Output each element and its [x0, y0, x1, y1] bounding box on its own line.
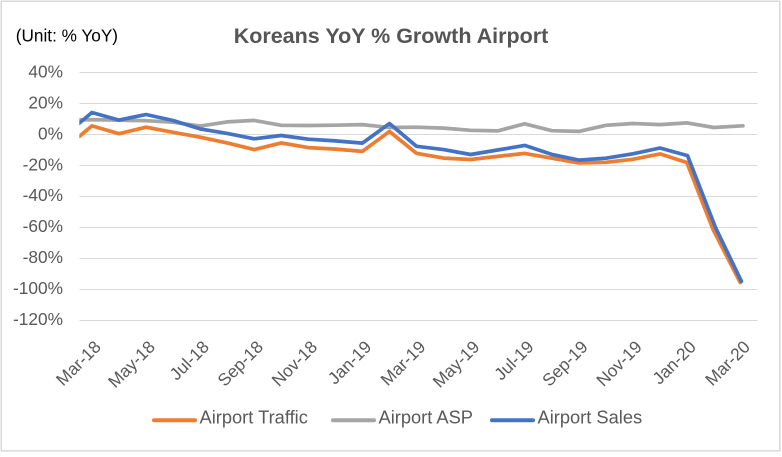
svg-text:(Unit: % YoY): (Unit: % YoY) — [16, 26, 118, 46]
svg-text:0%: 0% — [38, 123, 63, 143]
svg-text:-80%: -80% — [23, 247, 63, 267]
svg-text:-40%: -40% — [23, 185, 63, 205]
svg-text:Koreans YoY % Growth Airport: Koreans YoY % Growth Airport — [234, 24, 549, 48]
svg-text:Airport ASP: Airport ASP — [379, 407, 474, 428]
svg-text:Airport Traffic: Airport Traffic — [200, 407, 308, 428]
svg-text:20%: 20% — [28, 93, 63, 113]
svg-text:-60%: -60% — [23, 216, 63, 236]
svg-text:Airport Sales: Airport Sales — [538, 407, 643, 428]
svg-text:-100%: -100% — [13, 278, 63, 298]
svg-text:-120%: -120% — [13, 309, 63, 329]
svg-text:-20%: -20% — [23, 154, 63, 174]
svg-text:40%: 40% — [28, 62, 63, 82]
